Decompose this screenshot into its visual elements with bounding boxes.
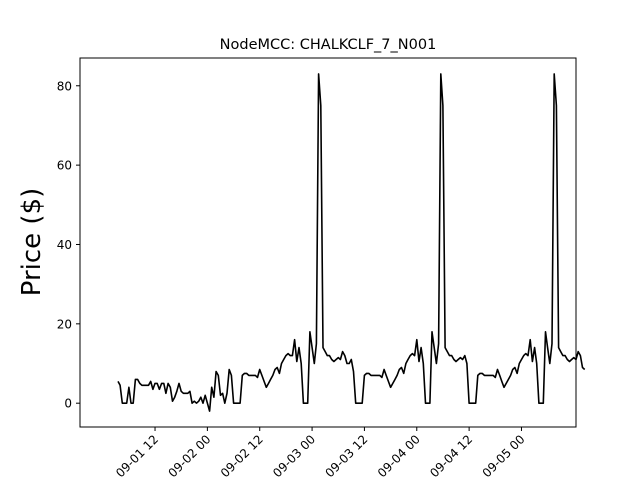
- y-axis-ticks: 0 20 40 60 80: [57, 79, 80, 411]
- chart-title: NodeMCC: CHALKCLF_7_N001: [220, 37, 437, 53]
- price-series-line: [117, 73, 586, 412]
- y-tick-label: 80: [57, 79, 72, 93]
- plot-area: [79, 57, 586, 428]
- y-tick-label: 40: [57, 238, 72, 252]
- y-tick-label: 20: [57, 317, 72, 331]
- y-tick-label: 0: [64, 397, 72, 411]
- series-layer: [117, 73, 586, 412]
- y-tick-label: 60: [57, 159, 72, 173]
- y-axis-label: Price ($): [17, 188, 47, 297]
- plot-frame: [79, 57, 577, 428]
